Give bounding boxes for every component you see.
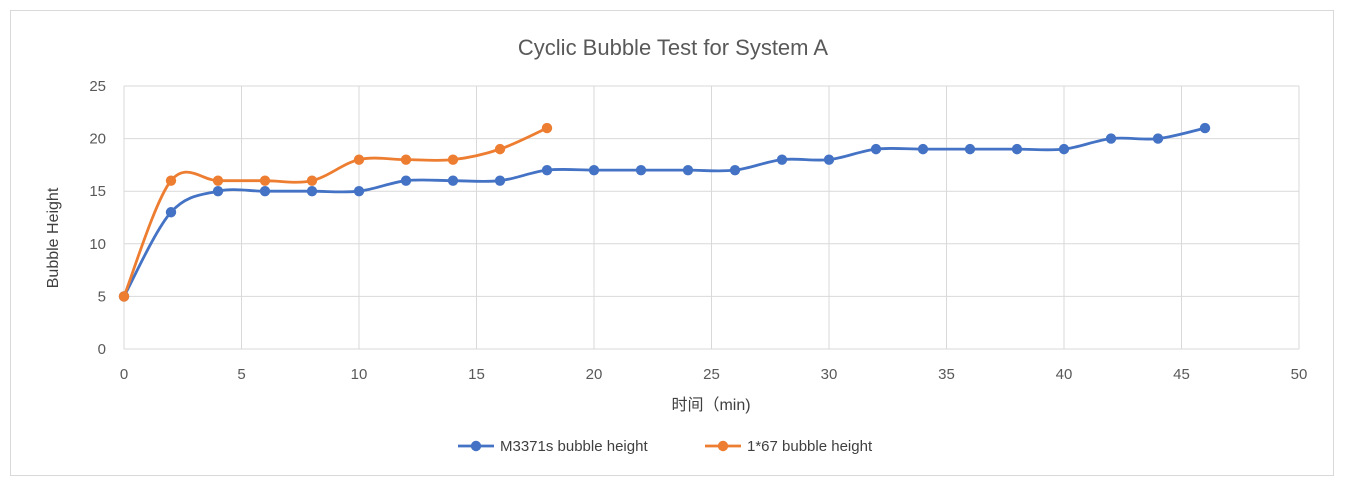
y-axis-label: Bubble Height (45, 187, 62, 288)
data-point (964, 143, 976, 155)
legend-item: 1*67 bubble height (705, 438, 873, 455)
legend-label: M3371s bubble height (500, 438, 648, 455)
chart-title: Cyclic Bubble Test for System A (518, 35, 828, 60)
data-point (447, 175, 459, 186)
data-point (1199, 122, 1211, 134)
y-tick-label: 5 (98, 288, 106, 305)
data-point (917, 143, 929, 155)
y-tick-label: 20 (89, 131, 106, 148)
series-2 (118, 122, 553, 302)
y-axis-ticks: 0 5 10 15 20 25 (89, 78, 106, 358)
x-tick-label: 10 (351, 366, 368, 383)
legend-item: M3371s bubble height (458, 438, 648, 455)
data-point (306, 175, 318, 186)
x-tick-label: 40 (1056, 366, 1073, 383)
data-point (1011, 143, 1023, 155)
y-tick-label: 0 (98, 341, 106, 358)
data-point (541, 122, 553, 134)
data-point (118, 291, 130, 302)
y-tick-label: 25 (89, 78, 106, 95)
data-point (494, 175, 506, 186)
data-point (494, 143, 506, 155)
series-line (122, 126, 1206, 298)
data-point (588, 164, 600, 176)
legend-marker (717, 440, 729, 452)
x-axis-label: 时间（min) (671, 396, 750, 414)
x-tick-label: 5 (237, 366, 245, 383)
data-point (165, 207, 177, 218)
data-point (776, 154, 788, 165)
x-tick-label: 0 (120, 366, 128, 383)
x-tick-label: 50 (1291, 366, 1308, 383)
data-point (541, 164, 553, 176)
y-tick-label: 15 (89, 183, 106, 200)
data-point (400, 154, 412, 165)
data-point (165, 175, 177, 186)
x-tick-label: 15 (468, 366, 485, 383)
data-point (823, 154, 835, 165)
chart-frame (10, 10, 1334, 476)
data-point (353, 186, 365, 197)
data-point (1058, 143, 1070, 155)
x-tick-label: 25 (703, 366, 720, 383)
data-point (870, 143, 882, 155)
data-point (259, 186, 271, 197)
x-tick-label: 20 (586, 366, 603, 383)
data-point (306, 186, 318, 197)
data-point (1152, 133, 1164, 144)
data-point (635, 164, 647, 176)
x-tick-label: 30 (821, 366, 838, 383)
data-point (447, 154, 459, 165)
data-point (729, 164, 741, 176)
series-line (122, 126, 548, 297)
data-point (1105, 133, 1117, 144)
legend-marker (470, 440, 482, 452)
data-point (212, 175, 224, 186)
x-tick-label: 45 (1173, 366, 1190, 383)
data-point (212, 186, 224, 197)
data-point (259, 175, 271, 186)
y-tick-label: 10 (89, 236, 106, 253)
data-point (400, 175, 412, 186)
series-1 (118, 122, 1211, 302)
series-layer (118, 122, 1211, 302)
legend: M3371s bubble height 1*67 bubble height (458, 438, 873, 455)
data-point (682, 164, 694, 176)
legend-label: 1*67 bubble height (747, 438, 873, 455)
data-point (353, 154, 365, 165)
x-tick-label: 35 (938, 366, 955, 383)
gridlines (123, 85, 1300, 350)
x-axis-ticks: 0 5 10 15 20 25 30 35 40 45 50 (120, 366, 1308, 383)
